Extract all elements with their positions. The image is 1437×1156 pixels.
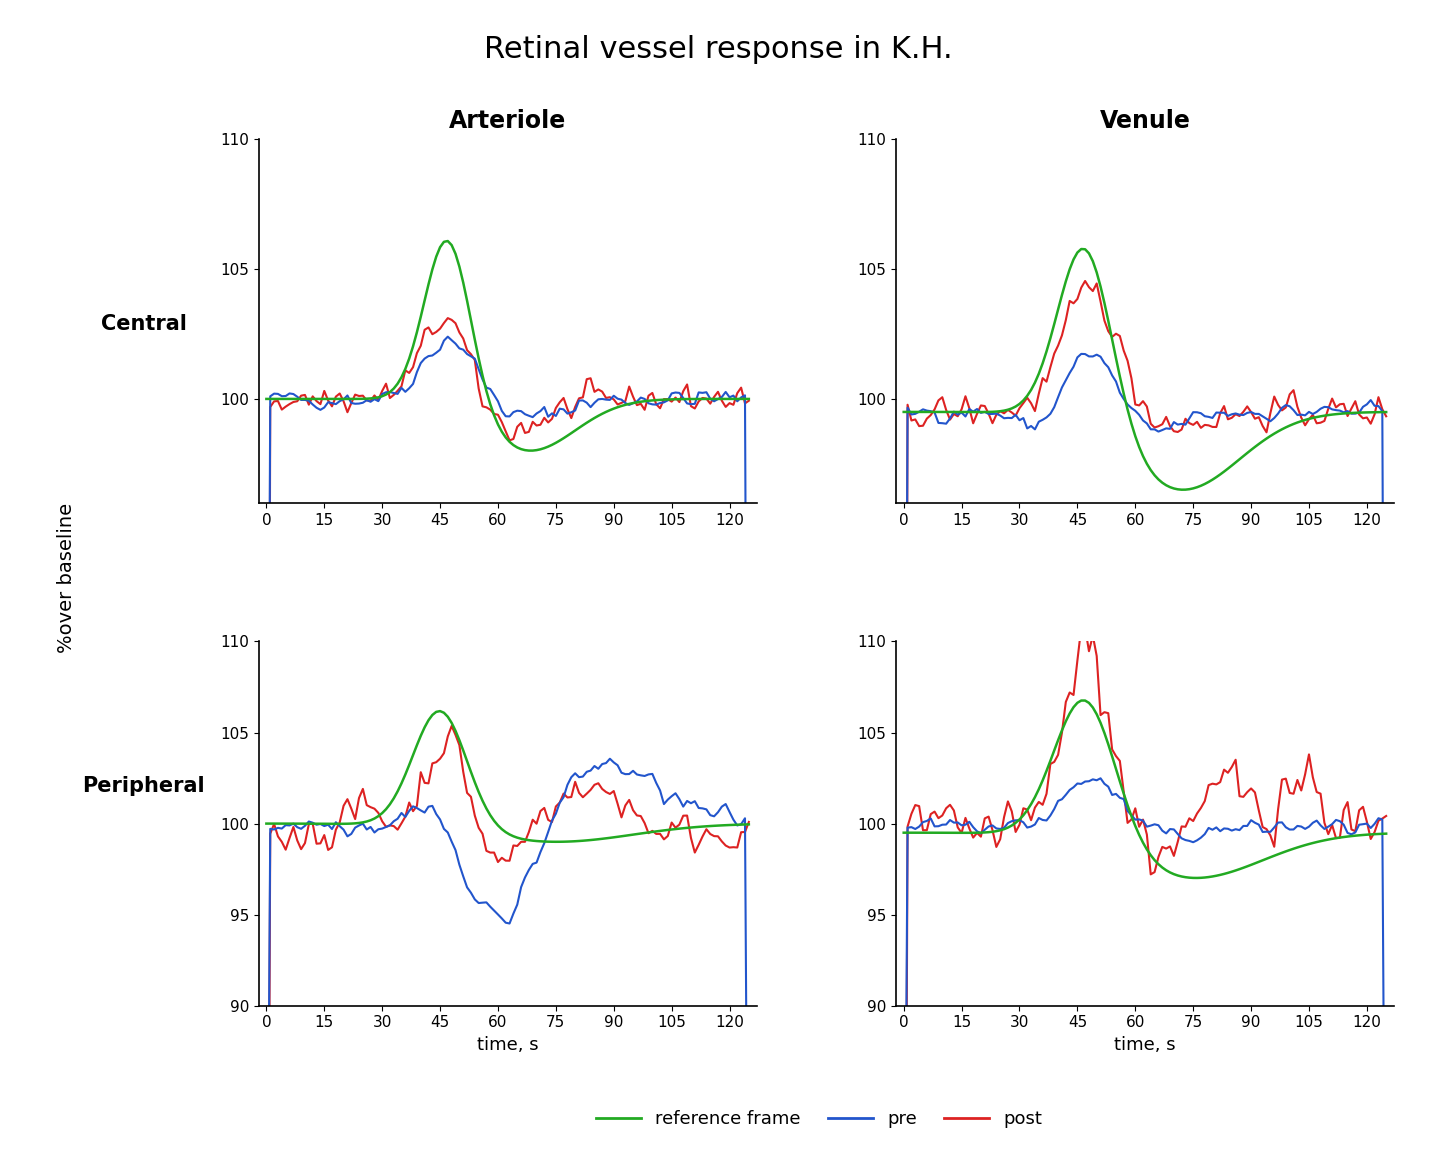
- Text: %over baseline: %over baseline: [57, 503, 76, 653]
- X-axis label: time, s: time, s: [477, 1036, 539, 1054]
- X-axis label: time, s: time, s: [1114, 1036, 1175, 1054]
- Title: Arteriole: Arteriole: [448, 109, 566, 133]
- Text: Central: Central: [101, 313, 187, 334]
- Legend: reference frame, pre, post: reference frame, pre, post: [588, 1103, 1050, 1135]
- Title: Venule: Venule: [1099, 109, 1190, 133]
- Text: Peripheral: Peripheral: [82, 776, 205, 796]
- Text: Retinal vessel response in K.H.: Retinal vessel response in K.H.: [484, 35, 953, 64]
